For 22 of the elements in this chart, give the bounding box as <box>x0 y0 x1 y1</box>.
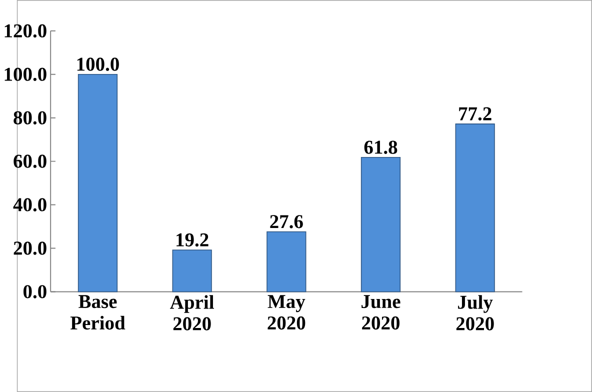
y-tick-label: 60.0 <box>14 154 46 168</box>
x-tick-label: Base Period <box>70 295 126 330</box>
y-tick-label: 20.0 <box>14 242 46 255</box>
data-label: 100.0 <box>77 58 119 71</box>
x-tick-label: May 2020 <box>268 295 306 330</box>
y-tick-label: 100.0 <box>4 68 46 81</box>
bar <box>360 157 401 292</box>
bar <box>172 250 212 292</box>
x-tick-label: June 2020 <box>362 295 400 330</box>
x-tick-label: April 2020 <box>170 295 214 330</box>
data-label: 61.8 <box>364 140 398 154</box>
x-tick-label: July 2020 <box>456 295 494 330</box>
data-label: 19.2 <box>176 233 208 247</box>
y-tick-label: 0.0 <box>24 285 46 298</box>
bar <box>78 74 118 292</box>
bar <box>266 231 306 292</box>
data-label: 27.6 <box>270 215 303 228</box>
bar <box>455 124 495 292</box>
y-tick-label: 120.0 <box>4 24 46 38</box>
y-tick-label: 80.0 <box>14 111 46 124</box>
data-label: 77.2 <box>459 107 492 120</box>
y-tick-label: 40.0 <box>13 198 46 212</box>
